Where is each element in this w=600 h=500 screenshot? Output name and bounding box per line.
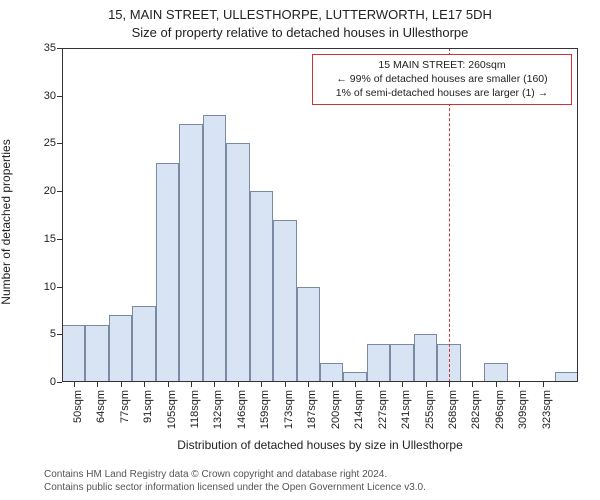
x-tick	[426, 382, 427, 387]
x-tick	[332, 382, 333, 387]
x-tick-label: 282sqm	[470, 390, 482, 429]
x-tick	[449, 382, 450, 387]
x-axis-title: Distribution of detached houses by size …	[62, 438, 578, 452]
x-tick-label: 146sqm	[236, 390, 248, 429]
x-tick-label: 105sqm	[166, 390, 178, 429]
y-tick	[57, 48, 62, 49]
histogram-bar	[320, 363, 343, 382]
chart-title-line2: Size of property relative to detached ho…	[0, 24, 600, 42]
y-tick	[57, 239, 62, 240]
y-tick	[57, 191, 62, 192]
plot-area: 15 MAIN STREET: 260sqm← 99% of detached …	[62, 48, 578, 382]
x-tick	[355, 382, 356, 387]
x-tick-label: 309sqm	[517, 390, 529, 429]
y-axis-title: Number of detached properties	[0, 55, 13, 389]
histogram-bar	[390, 344, 413, 382]
histogram-bar	[62, 325, 85, 382]
annotation-line1: 15 MAIN STREET: 260sqm	[319, 58, 565, 72]
x-tick	[191, 382, 192, 387]
y-tick-label: 35	[32, 42, 56, 54]
x-tick	[214, 382, 215, 387]
histogram-bar	[179, 124, 202, 382]
y-tick	[57, 287, 62, 288]
histogram-bar	[203, 115, 226, 382]
x-tick-label: 323sqm	[541, 390, 553, 429]
x-tick-label: 91sqm	[142, 390, 154, 423]
y-tick-label: 30	[32, 90, 56, 102]
x-tick-label: 255sqm	[424, 390, 436, 429]
x-tick-label: 187sqm	[306, 390, 318, 429]
annotation-line2: ← 99% of detached houses are smaller (16…	[319, 72, 565, 86]
x-tick-label: 268sqm	[447, 390, 459, 429]
x-tick	[144, 382, 145, 387]
histogram-bar	[85, 325, 108, 382]
histogram-bar	[156, 163, 179, 382]
x-tick	[97, 382, 98, 387]
x-tick	[121, 382, 122, 387]
x-tick-label: 77sqm	[119, 390, 131, 423]
annotation-box: 15 MAIN STREET: 260sqm← 99% of detached …	[312, 54, 572, 105]
histogram-bar	[555, 372, 578, 382]
x-tick-label: 64sqm	[95, 390, 107, 423]
x-tick-label: 132sqm	[212, 390, 224, 429]
x-tick-label: 227sqm	[377, 390, 389, 429]
y-tick-label: 15	[32, 233, 56, 245]
histogram-bar	[414, 334, 437, 382]
histogram-bar	[367, 344, 390, 382]
y-tick	[57, 382, 62, 383]
y-tick-label: 0	[32, 376, 56, 388]
x-tick	[519, 382, 520, 387]
histogram-bar	[226, 143, 249, 382]
histogram-bar	[273, 220, 296, 382]
x-tick	[261, 382, 262, 387]
x-tick	[402, 382, 403, 387]
x-tick-label: 296sqm	[494, 390, 506, 429]
y-tick	[57, 143, 62, 144]
footer-line1: Contains HM Land Registry data © Crown c…	[44, 468, 426, 481]
x-tick-label: 50sqm	[72, 390, 84, 423]
x-tick-label: 173sqm	[283, 390, 295, 429]
footer-line2: Contains public sector information licen…	[44, 481, 426, 494]
x-tick	[238, 382, 239, 387]
y-tick-label: 25	[32, 137, 56, 149]
histogram-bar	[343, 372, 366, 382]
x-tick-label: 159sqm	[259, 390, 271, 429]
y-tick	[57, 96, 62, 97]
histogram-bar	[132, 306, 155, 382]
chart-title-block: 15, MAIN STREET, ULLESTHORPE, LUTTERWORT…	[0, 6, 600, 41]
x-tick	[472, 382, 473, 387]
histogram-bar	[109, 315, 132, 382]
x-tick-label: 200sqm	[330, 390, 342, 429]
x-tick	[285, 382, 286, 387]
y-tick-label: 5	[32, 328, 56, 340]
chart-footer: Contains HM Land Registry data © Crown c…	[44, 468, 426, 494]
x-tick-label: 214sqm	[353, 390, 365, 429]
x-tick	[168, 382, 169, 387]
histogram-bar	[297, 287, 320, 382]
x-tick	[543, 382, 544, 387]
chart-title-line1: 15, MAIN STREET, ULLESTHORPE, LUTTERWORT…	[0, 6, 600, 24]
x-tick-label: 241sqm	[400, 390, 412, 429]
x-tick	[308, 382, 309, 387]
histogram-bar	[250, 191, 273, 382]
x-tick	[74, 382, 75, 387]
y-tick-label: 20	[32, 185, 56, 197]
histogram-bar	[484, 363, 507, 382]
x-tick-label: 118sqm	[189, 390, 201, 428]
x-tick	[379, 382, 380, 387]
y-tick-label: 10	[32, 281, 56, 293]
chart-container: 15, MAIN STREET, ULLESTHORPE, LUTTERWORT…	[0, 0, 600, 500]
x-tick	[496, 382, 497, 387]
annotation-line3: 1% of semi-detached houses are larger (1…	[319, 86, 565, 100]
